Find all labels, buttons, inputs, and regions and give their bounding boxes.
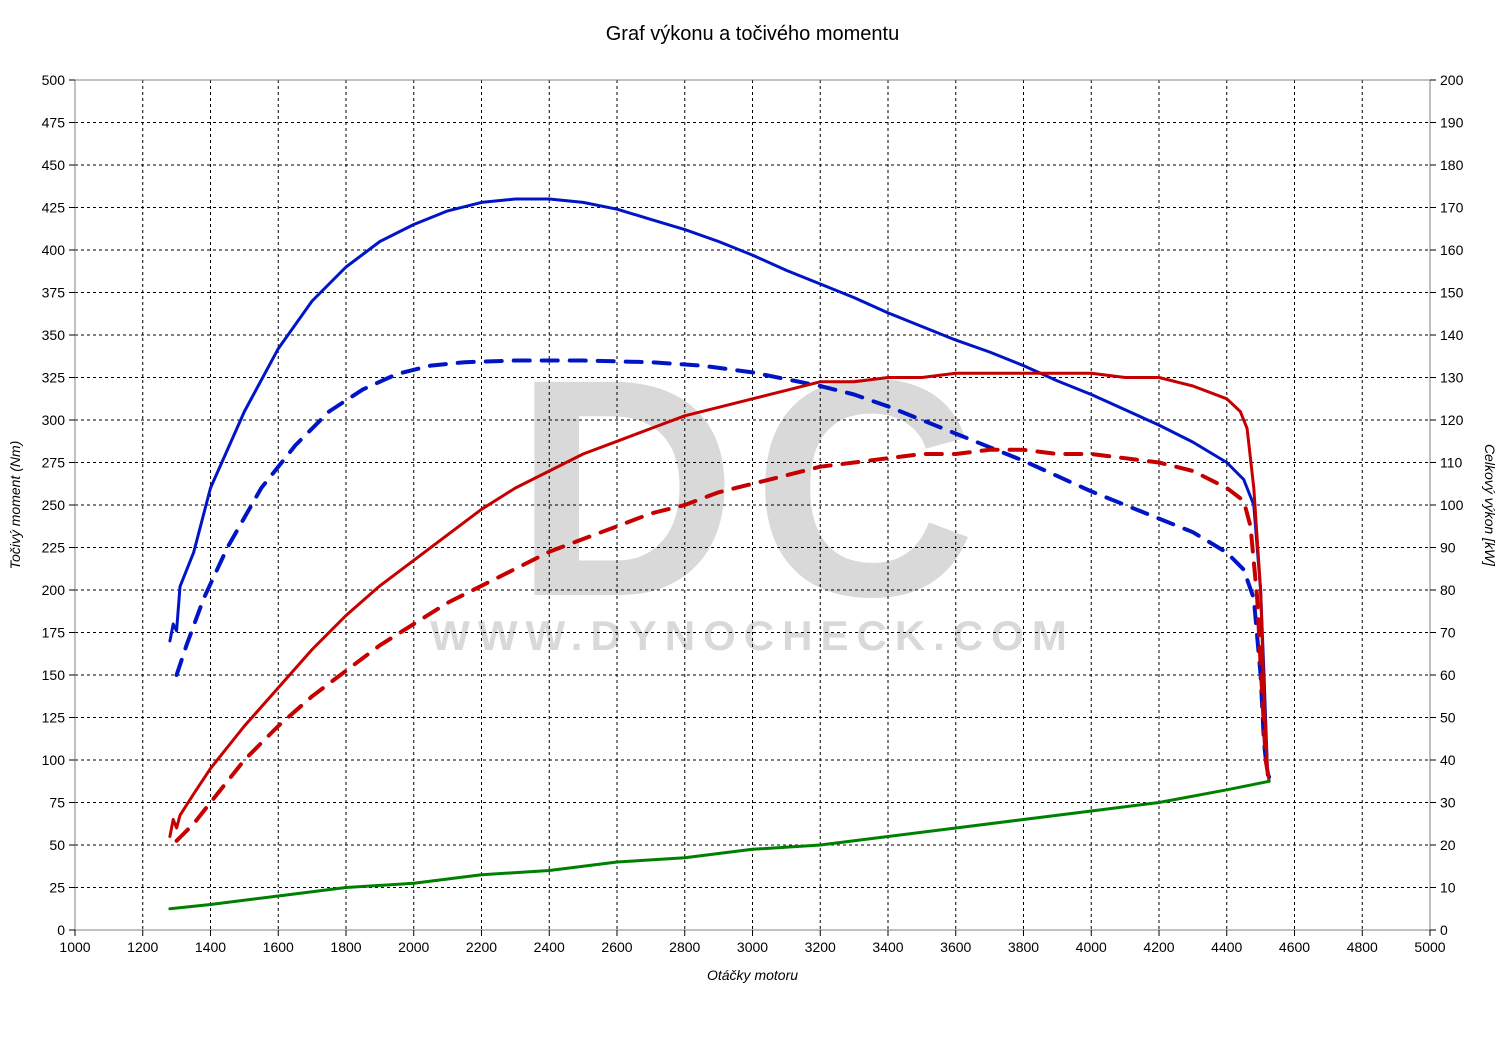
y-right-tick-label: 130 [1440, 370, 1464, 386]
x-tick-label: 2400 [534, 939, 565, 955]
y-right-tick-label: 20 [1440, 837, 1456, 853]
y-left-tick-label: 50 [49, 837, 65, 853]
y-left-tick-label: 300 [42, 412, 66, 428]
y-left-tick-label: 175 [42, 625, 66, 641]
y-left-tick-label: 200 [42, 582, 66, 598]
y-left-tick-label: 375 [42, 285, 66, 301]
y-right-tick-label: 70 [1440, 625, 1456, 641]
dyno-chart: DCWWW.DYNOCHECK.COM100012001400160018002… [0, 0, 1500, 1040]
y-right-tick-label: 60 [1440, 667, 1456, 683]
y-right-tick-label: 30 [1440, 795, 1456, 811]
x-tick-label: 4600 [1279, 939, 1310, 955]
y-left-tick-label: 425 [42, 200, 66, 216]
y-left-tick-label: 100 [42, 752, 66, 768]
y-left-tick-label: 75 [49, 795, 65, 811]
x-tick-label: 3800 [1008, 939, 1039, 955]
x-tick-label: 5000 [1414, 939, 1445, 955]
x-tick-label: 1400 [195, 939, 226, 955]
x-tick-label: 3200 [805, 939, 836, 955]
y-left-tick-label: 125 [42, 710, 66, 726]
y-right-tick-label: 0 [1440, 922, 1448, 938]
y-left-tick-label: 225 [42, 540, 66, 556]
x-tick-label: 1000 [59, 939, 90, 955]
y-right-tick-label: 50 [1440, 710, 1456, 726]
chart-title: Graf výkonu a točivého momentu [606, 23, 899, 45]
x-tick-label: 1600 [263, 939, 294, 955]
y-left-tick-label: 275 [42, 455, 66, 471]
x-tick-label: 1200 [127, 939, 158, 955]
y-left-tick-label: 25 [49, 880, 65, 896]
y-left-tick-label: 250 [42, 497, 66, 513]
y-right-tick-label: 120 [1440, 412, 1464, 428]
y-left-tick-label: 150 [42, 667, 66, 683]
x-tick-label: 4400 [1211, 939, 1242, 955]
x-tick-label: 2200 [466, 939, 497, 955]
x-axis-label: Otáčky motoru [707, 967, 798, 983]
y-right-axis-label: Celkový výkon [kW] [1482, 444, 1498, 567]
x-tick-label: 2600 [601, 939, 632, 955]
x-tick-label: 3600 [940, 939, 971, 955]
x-tick-label: 4800 [1347, 939, 1378, 955]
y-right-tick-label: 160 [1440, 242, 1464, 258]
y-right-tick-label: 10 [1440, 880, 1456, 896]
y-left-axis-label: Točivý moment (Nm) [7, 441, 23, 570]
y-left-tick-label: 475 [42, 115, 66, 131]
y-right-tick-label: 110 [1440, 455, 1463, 471]
x-tick-label: 3400 [872, 939, 903, 955]
x-tick-label: 4200 [1143, 939, 1174, 955]
y-right-tick-label: 80 [1440, 582, 1456, 598]
y-right-tick-label: 100 [1440, 497, 1464, 513]
y-left-tick-label: 325 [42, 370, 66, 386]
x-tick-label: 2800 [669, 939, 700, 955]
y-left-tick-label: 450 [42, 157, 66, 173]
x-tick-label: 4000 [1076, 939, 1107, 955]
y-left-tick-label: 500 [42, 72, 66, 88]
y-right-tick-label: 140 [1440, 327, 1464, 343]
y-right-tick-label: 90 [1440, 540, 1456, 556]
y-right-tick-label: 180 [1440, 157, 1464, 173]
y-right-tick-label: 200 [1440, 72, 1464, 88]
y-left-tick-label: 400 [42, 242, 66, 258]
y-right-tick-label: 190 [1440, 115, 1464, 131]
y-left-tick-label: 0 [57, 922, 65, 938]
y-right-tick-label: 150 [1440, 285, 1464, 301]
x-tick-label: 2000 [398, 939, 429, 955]
x-tick-label: 3000 [737, 939, 768, 955]
y-right-tick-label: 40 [1440, 752, 1456, 768]
y-right-tick-label: 170 [1440, 200, 1464, 216]
x-tick-label: 1800 [330, 939, 361, 955]
y-left-tick-label: 350 [42, 327, 66, 343]
